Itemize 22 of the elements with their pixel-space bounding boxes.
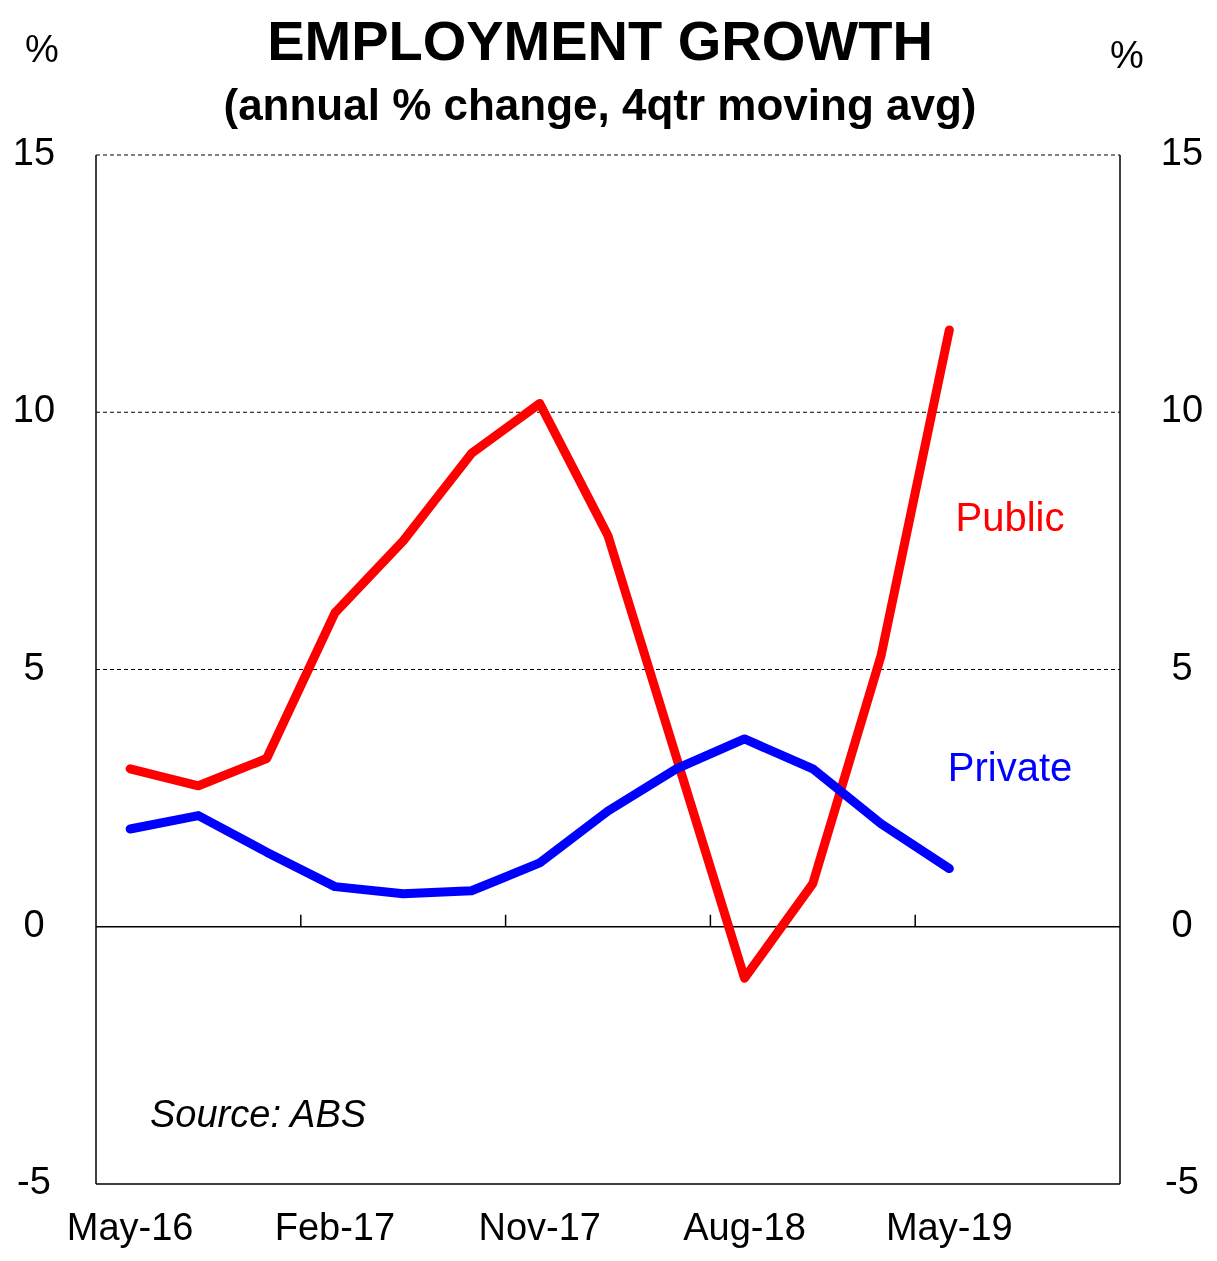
y-tick-label: 5 [23,645,45,688]
x-tick-label: May-19 [885,1206,1013,1249]
y2-tick-label: 5 [1171,645,1193,688]
y-tick-label: 10 [12,388,56,431]
series-label: Private [947,744,1073,789]
x-tick-label: Feb-17 [274,1206,396,1249]
y2-tick-label: 10 [1160,388,1204,431]
annotation: Source: ABS [150,1093,367,1136]
y-tick-label: 0 [23,902,45,945]
y-tick-label: 15 [12,131,56,174]
chart-title: EMPLOYMENT GROWTH [267,9,933,72]
series-label: Public [955,494,1065,539]
x-tick-label: Aug-18 [683,1206,806,1249]
y2-tick-label: 15 [1160,131,1204,174]
chart-subtitle: (annual % change, 4qtr moving avg) [223,80,977,129]
y-axis-title: % [25,28,59,70]
y2-axis-title: % [1110,34,1144,76]
y2-tick-label: -5 [1165,1160,1199,1203]
y2-tick-label: 0 [1171,902,1193,945]
x-tick-label: Nov-17 [478,1206,601,1249]
x-tick-label: May-16 [66,1206,194,1249]
y-tick-label: -5 [17,1160,51,1203]
